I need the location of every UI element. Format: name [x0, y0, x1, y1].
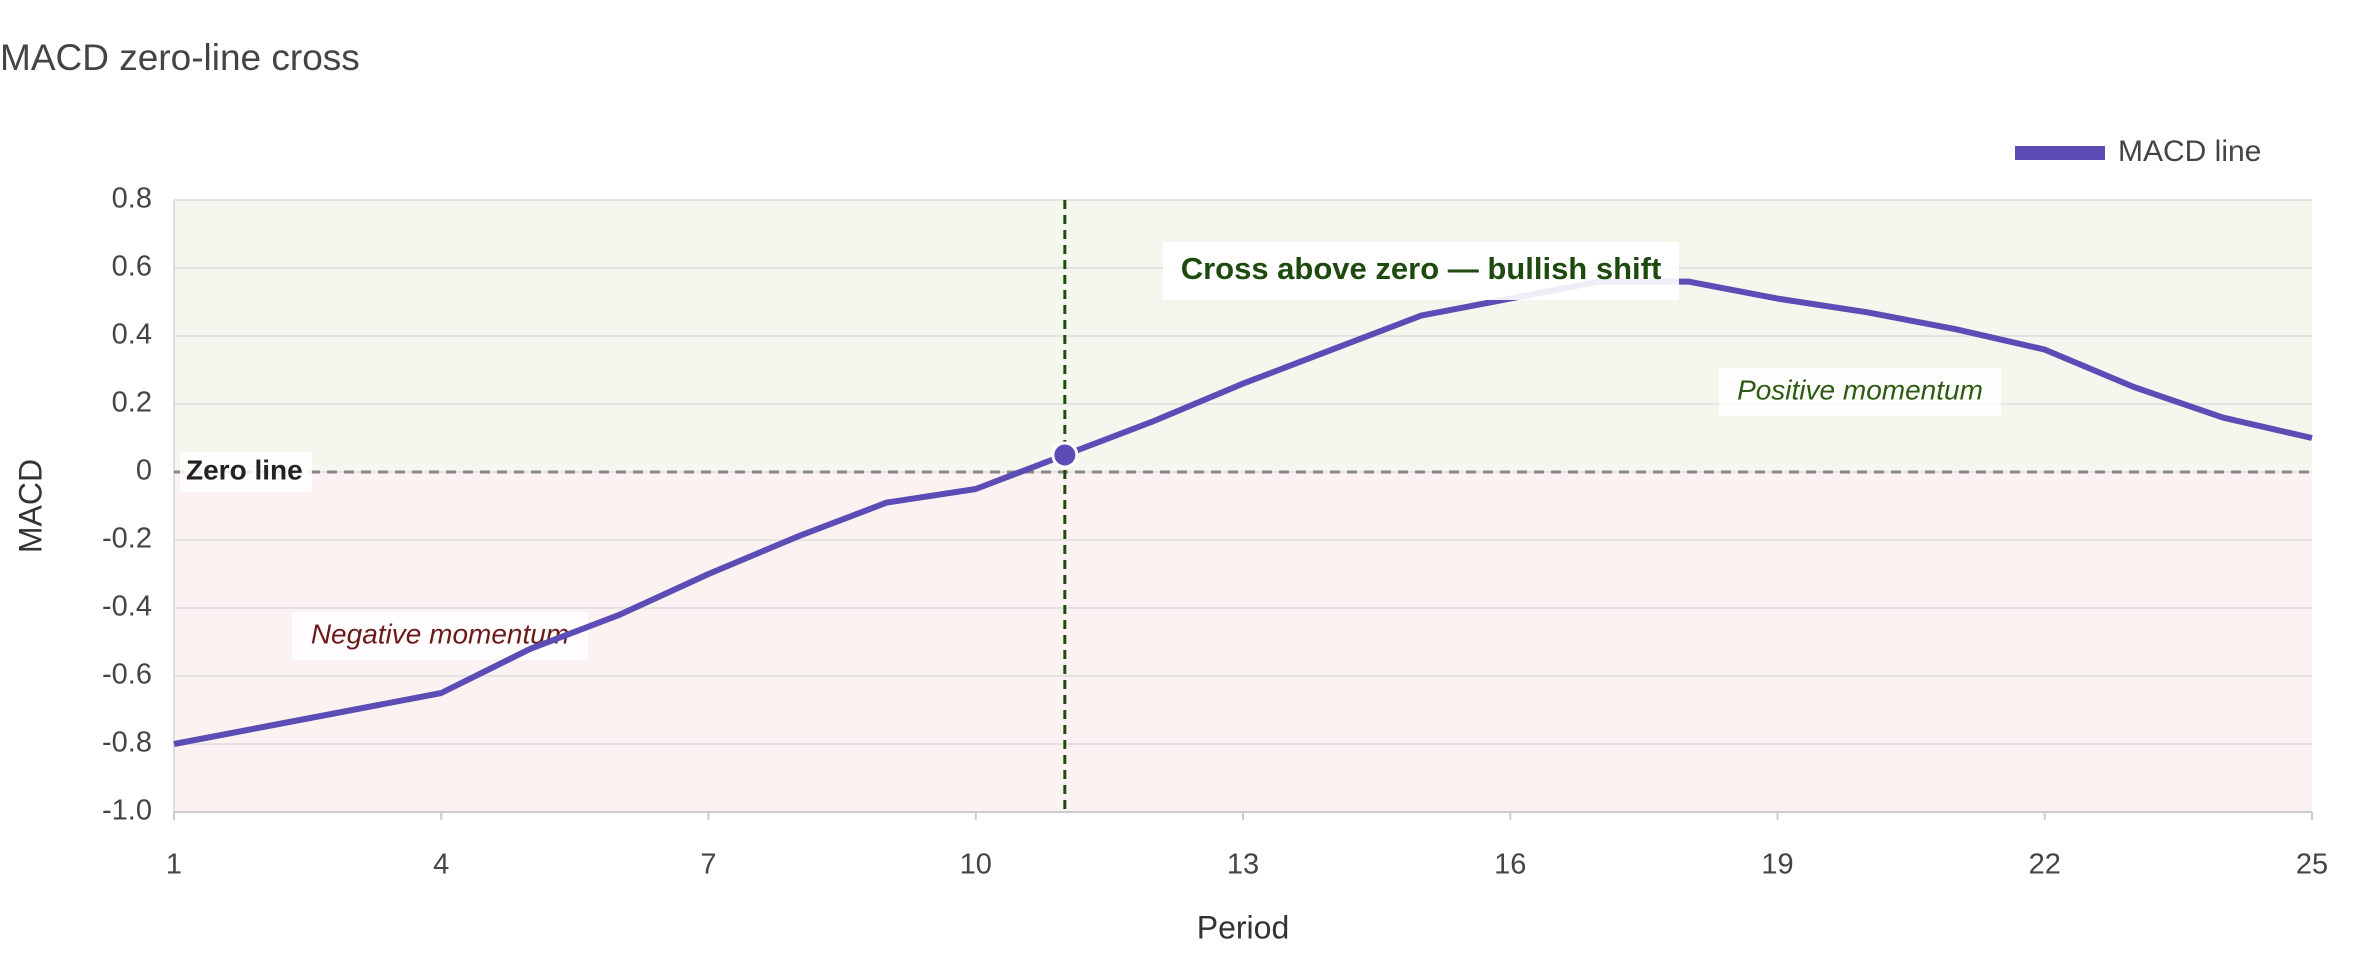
y-tick-label: 0.2 — [112, 387, 152, 419]
x-tick-label: 4 — [433, 849, 449, 881]
zero-line-label: Zero line — [186, 454, 303, 485]
y-tick-label: -0.6 — [102, 659, 152, 691]
region-label-bg — [292, 612, 588, 660]
y-tick-label: -0.8 — [102, 727, 152, 759]
y-tick-label: 0.8 — [112, 183, 152, 215]
region-label: Negative momentum — [311, 618, 569, 649]
x-tick-label: 22 — [2029, 849, 2061, 881]
y-tick-label: 0 — [136, 455, 152, 487]
x-tick-label: 19 — [1761, 849, 1793, 881]
y-tick-label: 0.6 — [112, 251, 152, 283]
x-axis-label: Period — [1197, 909, 1290, 945]
x-tick-label: 13 — [1227, 849, 1259, 881]
y-tick-label: 0.4 — [112, 319, 152, 351]
series-line — [173, 278, 2313, 747]
y-tick-label: -0.4 — [102, 591, 152, 623]
legend-label: MACD line — [2118, 135, 2261, 168]
cross-label: Cross above zero — bullish shift — [1181, 251, 1662, 286]
y-tick-label: -1.0 — [102, 795, 152, 827]
cross-marker — [1051, 441, 1079, 469]
x-tick-label: 10 — [960, 849, 992, 881]
region-label-bg — [1719, 368, 2001, 416]
x-tick-label: 16 — [1494, 849, 1526, 881]
y-axis-label: MACD — [12, 459, 48, 553]
x-tick-label: 25 — [2296, 849, 2328, 881]
x-tick-label: 7 — [700, 849, 716, 881]
region-label: Positive momentum — [1737, 374, 1983, 405]
cross-label-bg — [1163, 242, 1679, 300]
y-tick-label: -0.2 — [102, 523, 152, 555]
zero-label-bg — [180, 452, 312, 492]
x-tick-label: 1 — [166, 849, 182, 881]
chart-title: MACD zero-line cross — [0, 37, 360, 78]
